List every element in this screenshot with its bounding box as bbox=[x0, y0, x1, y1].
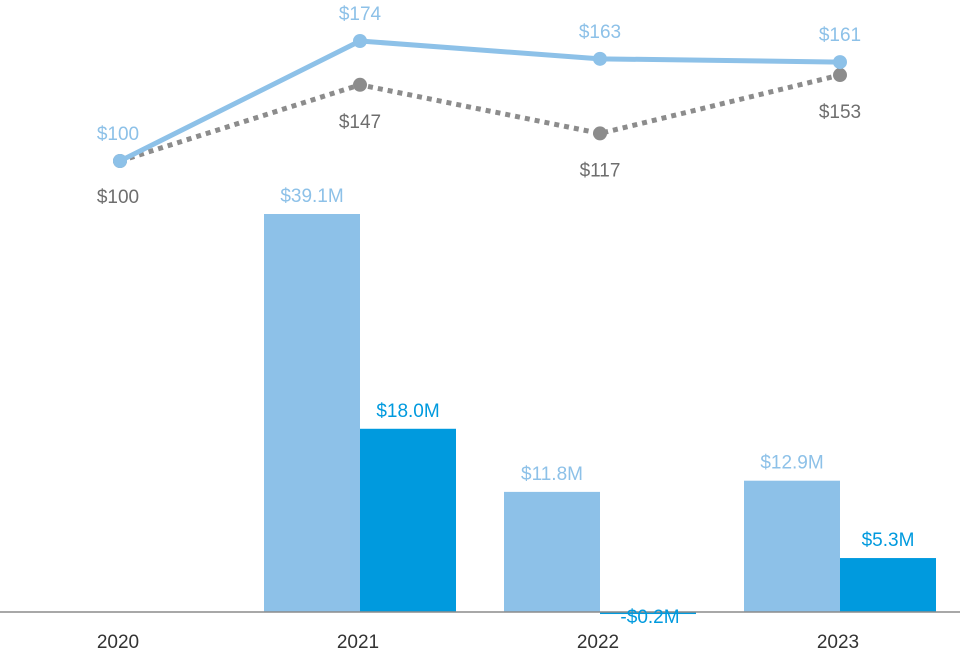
line-point-series-2-2023 bbox=[833, 68, 847, 83]
line-point-series-1-2022 bbox=[593, 51, 607, 66]
line-label-series-1-2022: $163 bbox=[579, 22, 621, 43]
line-label-series-2-2021: $147 bbox=[339, 112, 381, 133]
labels-layer: $39.1M $11.8M $12.9M $18.0M -$0.2M $5.3M $100 $… bbox=[97, 4, 915, 628]
bar-label-series-1-2022: $11.8M bbox=[521, 464, 583, 485]
line-point-series-1-2021 bbox=[353, 34, 367, 48]
line-series-2 bbox=[119, 72, 841, 164]
x-tick-2023: 2023 bbox=[817, 632, 859, 652]
line-point-series-2-2022 bbox=[593, 126, 607, 141]
lines-layer bbox=[113, 34, 847, 168]
line-label-series-1-2023: $161 bbox=[819, 25, 861, 46]
bar-series-2-2021 bbox=[360, 428, 456, 612]
x-tick-2020: 2020 bbox=[97, 632, 139, 652]
line-label-series-2-2020: $100 bbox=[97, 187, 139, 208]
line-point-series-1-2020 bbox=[113, 154, 127, 168]
bar-label-series-1-2021: $39.1M bbox=[280, 186, 343, 207]
bar-label-series-2-2023: $5.3M bbox=[862, 530, 915, 551]
bars-layer bbox=[264, 214, 936, 615]
x-axis-ticks: 2020 2021 2022 2023 bbox=[97, 632, 859, 652]
bar-label-series-2-2022: -$0.2M bbox=[620, 607, 679, 628]
x-tick-2022: 2022 bbox=[577, 632, 619, 652]
bar-label-series-1-2023: $12.9M bbox=[760, 453, 823, 474]
line-series-1 bbox=[118, 38, 841, 164]
x-tick-2021: 2021 bbox=[337, 632, 379, 652]
line-point-series-2-2021 bbox=[353, 77, 367, 92]
bar-series-1-2022 bbox=[504, 491, 600, 612]
line-label-series-1-2021: $174 bbox=[339, 4, 382, 25]
line-label-series-2-2023: $153 bbox=[819, 102, 861, 123]
line-point-series-1-2023 bbox=[833, 55, 847, 70]
bar-series-1-2023 bbox=[744, 480, 840, 612]
bar-series-2-2023 bbox=[840, 558, 936, 612]
line-label-series-1-2020: $100 bbox=[97, 124, 139, 145]
bar-series-2-2022 bbox=[600, 612, 696, 615]
line-label-series-2-2022: $117 bbox=[580, 160, 621, 181]
bar-label-series-2-2021: $18.0M bbox=[376, 401, 439, 422]
bar-series-1-2021 bbox=[264, 214, 360, 612]
